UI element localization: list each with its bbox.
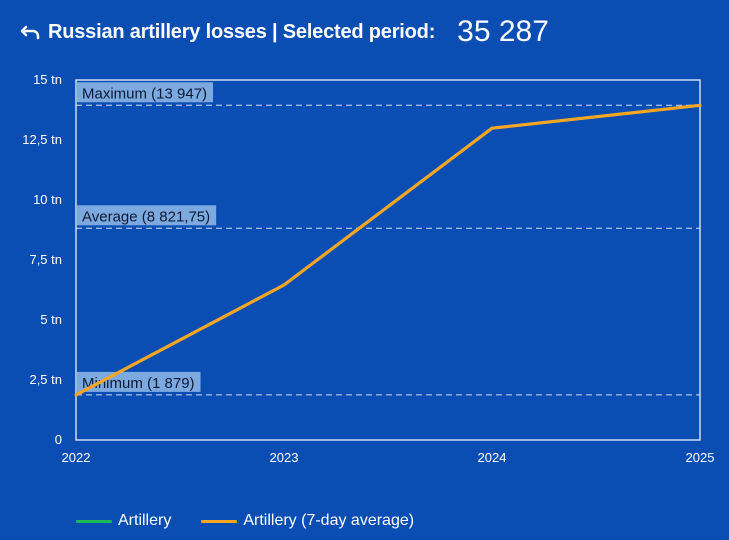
y-tick-label: 10 tn [33,192,62,207]
x-tick-label: 2022 [62,450,91,465]
reference-label-text-minimum: Minimum (1 879) [82,375,195,392]
series-line-1 [74,103,702,397]
chart-header: Russian artillery losses | Selected peri… [20,14,549,50]
reference-label-minimum: Minimum (1 879) [77,371,201,392]
reference-label-bg-average [77,205,217,226]
legend-item-artillery[interactable]: Artillery [76,512,171,530]
reference-label-average: Average (8 821,75) [77,205,217,226]
y-tick-label: 15 tn [33,72,62,87]
reference-label-text-average: Average (8 821,75) [82,208,210,225]
x-tick-label: 2024 [478,450,507,465]
y-tick-label: 5 tn [40,312,62,327]
line-chart: 0 2,5 tn 5 tn 7,5 tn 10 tn 12,5 tn 15 tn 2022 20… [22,72,715,465]
reference-label-text-maximum: Maximum (13 947) [82,85,207,102]
selected-period-total: 35 287 [457,15,549,48]
y-tick-label: 0 [55,432,62,447]
legend-label-artillery: Artillery [118,512,172,529]
legend-item-artillery-average[interactable]: Artillery (7-day average) [201,512,414,530]
plot-area-border [75,79,701,441]
reference-label-bg-maximum [77,82,214,103]
back-arrow-icon[interactable] [20,21,42,43]
legend-swatch-artillery [76,519,112,523]
legend-label-artillery-average: Artillery (7-day average) [243,512,415,529]
y-tick-label: 7,5 tn [29,252,62,267]
x-tick-label: 2025 [686,450,715,465]
chart-title: Russian artillery losses | Selected peri… [48,20,436,43]
chart-legend: Artillery Artillery (7-day average) [76,512,444,530]
y-tick-label: 2,5 tn [29,372,62,387]
y-tick-label: 12,5 tn [22,132,62,147]
x-tick-label: 2023 [270,450,299,465]
legend-swatch-artillery-average [201,519,238,523]
reference-label-maximum: Maximum (13 947) [77,82,214,103]
